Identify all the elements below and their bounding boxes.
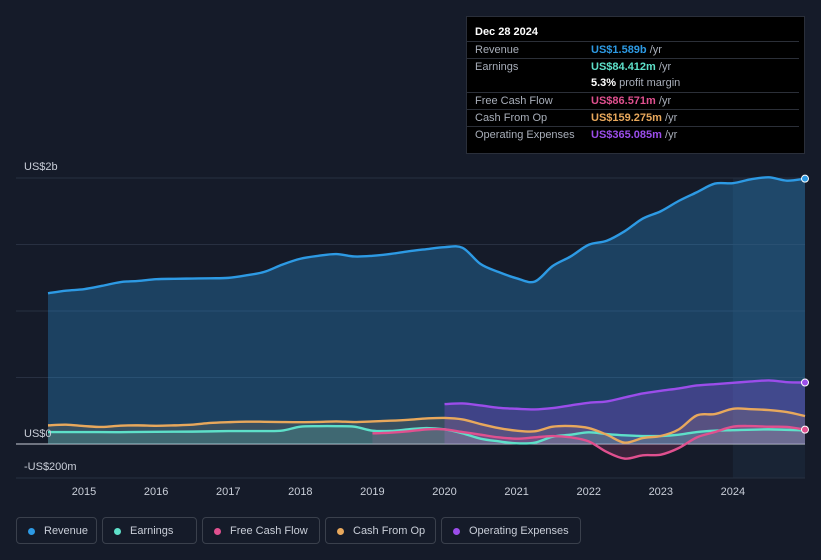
tooltip-value: US$1.589b /yr xyxy=(591,44,662,56)
free-cash-flow-line xyxy=(372,424,806,460)
x-axis-ticks: 2015 2016 2017 2018 2019 2020 2021 2022 2023 2024 xyxy=(72,486,745,498)
tooltip-date: Dec 28 2024 xyxy=(475,26,538,38)
legend-item-revenue[interactable]: Revenue xyxy=(16,517,97,544)
legend-label: Free Cash Flow xyxy=(230,525,308,537)
legend-dot-icon xyxy=(453,528,460,535)
data-tooltip: Dec 28 2024 Revenue US$1.589b /yr Earnin… xyxy=(466,16,805,154)
x-tick-label: 2021 xyxy=(504,486,528,498)
operating-expenses-line xyxy=(444,379,806,411)
revenue-area xyxy=(48,177,805,444)
tooltip-row-cash-from-op: Cash From Op US$159.275m /yr xyxy=(467,109,799,127)
tooltip-label: Earnings xyxy=(475,61,519,73)
legend-label: Operating Expenses xyxy=(469,525,569,537)
x-tick-label: 2015 xyxy=(72,486,96,498)
x-tick-label: 2020 xyxy=(432,486,456,498)
tooltip-label: Operating Expenses xyxy=(475,129,575,141)
series-areas xyxy=(48,177,805,459)
tooltip-row-revenue: Revenue US$1.589b /yr xyxy=(467,41,799,59)
legend-dot-icon xyxy=(114,528,121,535)
legend-label: Cash From Op xyxy=(353,525,426,537)
y-axis-label-bottom: -US$200m xyxy=(24,461,77,473)
x-tick-label: 2019 xyxy=(360,486,384,498)
tooltip-row-free-cash-flow: Free Cash Flow US$86.571m /yr xyxy=(467,92,799,110)
legend-label: Earnings xyxy=(130,525,174,537)
legend-item-operating-expenses[interactable]: Operating Expenses xyxy=(441,517,581,544)
series-lines xyxy=(47,176,806,460)
y-axis-label-zero: US$0 xyxy=(24,428,52,440)
legend-label: Revenue xyxy=(44,525,89,537)
tooltip-label: Cash From Op xyxy=(475,112,548,124)
x-tick-label: 2017 xyxy=(216,486,240,498)
x-tick-label: 2024 xyxy=(721,486,745,498)
x-tick-label: 2022 xyxy=(576,486,600,498)
gridlines xyxy=(16,177,805,479)
x-tick-label: 2023 xyxy=(649,486,673,498)
series-endpoints xyxy=(801,174,809,434)
cash-from-op-area xyxy=(48,408,805,444)
tooltip-value: US$159.275m /yr xyxy=(591,112,678,124)
x-tick-label: 2018 xyxy=(288,486,312,498)
tooltip-value: US$365.085m /yr xyxy=(591,129,678,141)
tooltip-row-earnings: Earnings US$84.412m /yr xyxy=(467,58,799,76)
legend-item-cash-from-op[interactable]: Cash From Op xyxy=(325,517,436,544)
cash-from-op-line xyxy=(47,407,806,444)
operating-expenses-area xyxy=(444,380,805,444)
y-axis-label-top: US$2b xyxy=(24,161,58,173)
legend-item-free-cash-flow[interactable]: Free Cash Flow xyxy=(202,517,320,544)
tooltip-value: US$84.412m /yr xyxy=(591,61,672,73)
legend-item-earnings[interactable]: Earnings xyxy=(102,517,197,544)
free-cash-flow-endpoint xyxy=(801,425,809,434)
tooltip-label: Free Cash Flow xyxy=(475,95,553,107)
revenue-endpoint xyxy=(801,174,809,183)
tooltip-value: US$86.571m /yr xyxy=(591,95,672,107)
revenue-line xyxy=(47,176,806,295)
legend-dot-icon xyxy=(214,528,221,535)
x-tick-label: 2016 xyxy=(144,486,168,498)
legend-dot-icon xyxy=(337,528,344,535)
operating-expenses-endpoint xyxy=(801,378,809,387)
tooltip-row-operating-expenses: Operating Expenses US$365.085m /yr xyxy=(467,126,799,144)
tooltip-row-profit-margin: 5.3% profit margin xyxy=(467,75,799,92)
tooltip-label: Revenue xyxy=(475,44,520,56)
tooltip-value: 5.3% profit margin xyxy=(591,77,681,89)
legend-dot-icon xyxy=(28,528,35,535)
